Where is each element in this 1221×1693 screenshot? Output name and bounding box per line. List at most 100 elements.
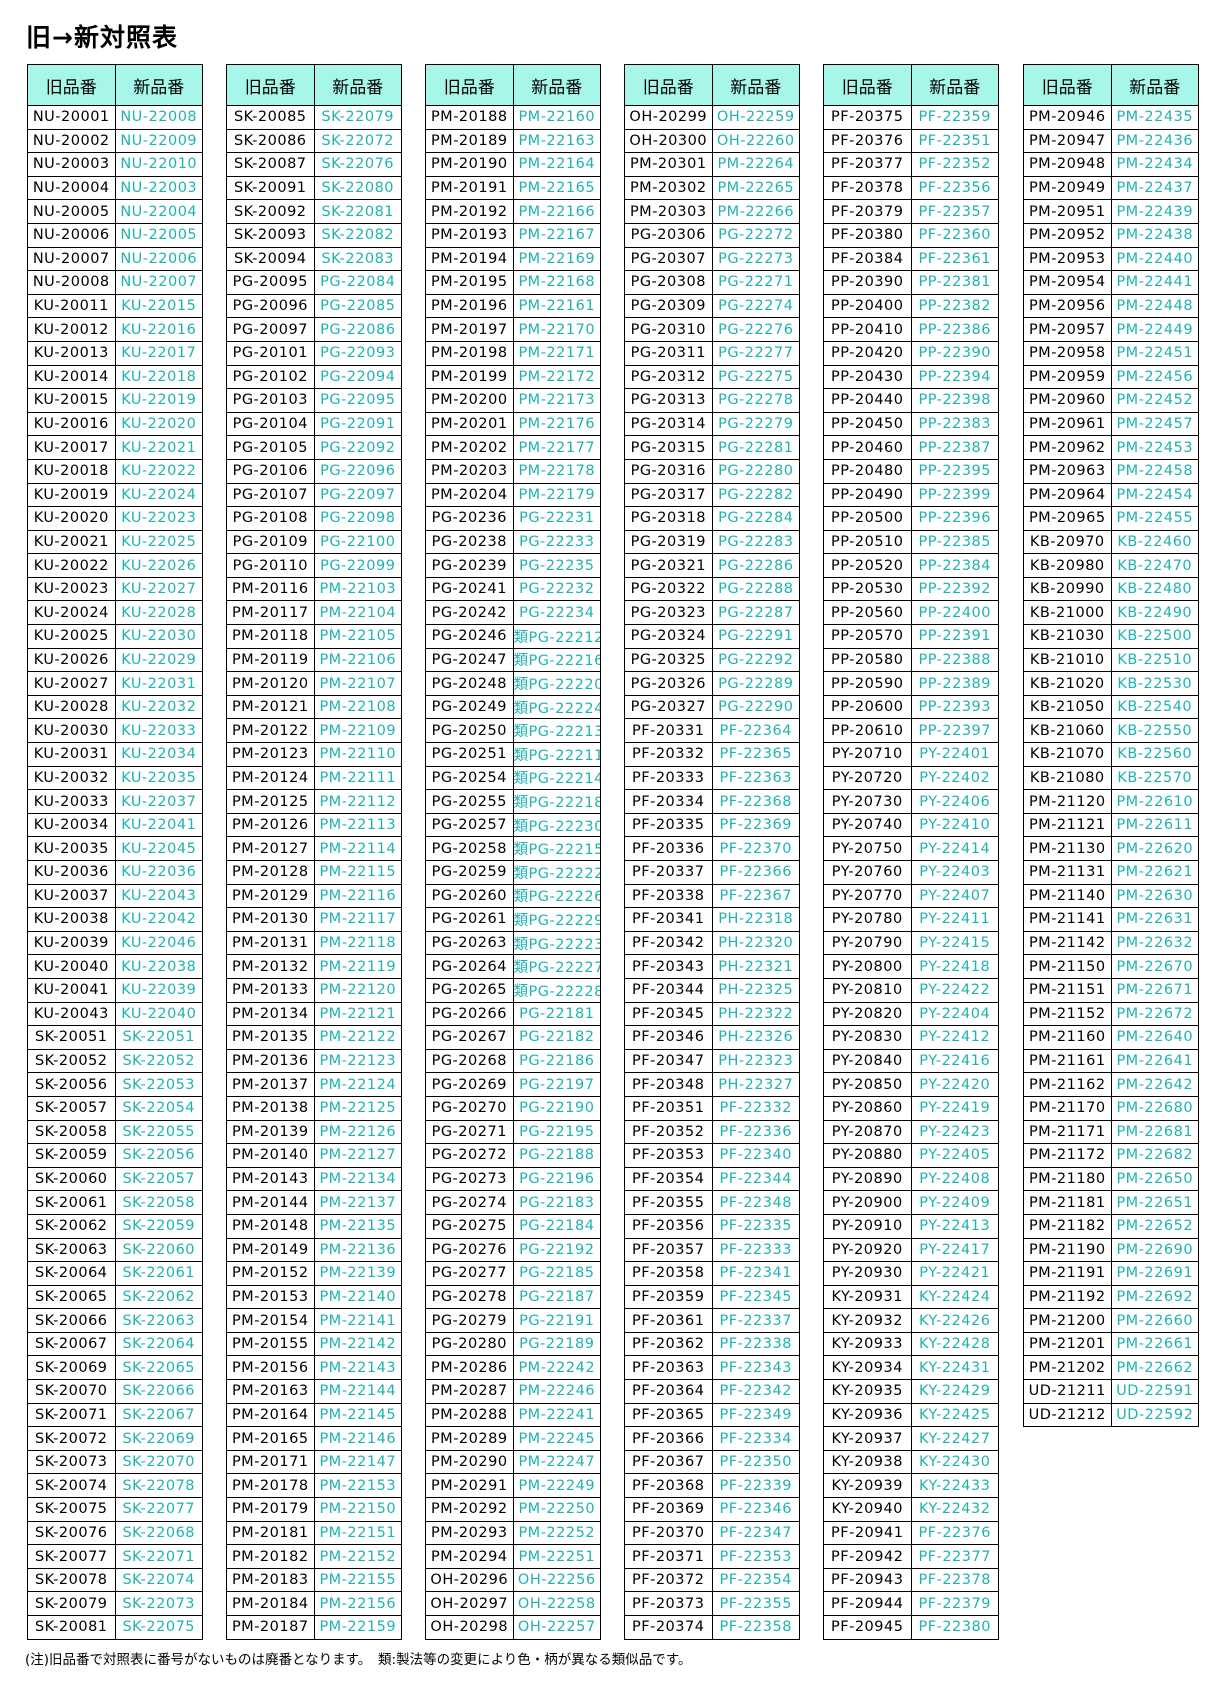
new-number: 類PG-22211 xyxy=(512,742,601,767)
new-number: PM-22631 xyxy=(1110,907,1199,932)
new-number: PM-22114 xyxy=(313,836,402,861)
new-number: PF-22344 xyxy=(711,1166,800,1192)
new-number: PM-22124 xyxy=(313,1072,402,1097)
new-number: PM-22448 xyxy=(1110,293,1199,319)
old-number: PG-20263 xyxy=(425,930,514,956)
table-row: PM-20201 PM-22176 xyxy=(425,411,601,437)
new-number: PG-22288 xyxy=(711,576,800,602)
old-number: PP-20490 xyxy=(823,482,912,508)
old-number: PF-20367 xyxy=(624,1449,713,1475)
new-number: KY-22427 xyxy=(910,1426,999,1451)
new-number: PM-22692 xyxy=(1110,1284,1199,1310)
new-number-header: 新品番 xyxy=(313,64,402,106)
old-number: PF-20345 xyxy=(624,1001,713,1027)
new-number: KU-22027 xyxy=(114,576,203,602)
new-number: PG-22235 xyxy=(512,553,601,578)
table-row: PG-20269 PG-22197 xyxy=(425,1072,601,1097)
table-row: PG-20325 PG-22292 xyxy=(624,647,800,673)
new-number: PF-22336 xyxy=(711,1119,800,1145)
table-row: PY-20770 PY-22407 xyxy=(823,883,999,909)
new-number: PM-22115 xyxy=(313,860,402,885)
table-row: PG-20308 PG-22271 xyxy=(624,270,800,295)
table-row: KY-20940 KY-22432 xyxy=(823,1497,999,1522)
new-number: PY-22423 xyxy=(910,1119,999,1145)
new-number: PG-22186 xyxy=(512,1048,601,1074)
new-number: PG-22282 xyxy=(711,482,800,508)
old-number: PF-20944 xyxy=(823,1591,912,1616)
table-row: PM-20959 PM-22456 xyxy=(1023,364,1199,390)
table-row: PG-20266 PG-22181 xyxy=(425,1001,601,1027)
table-row: PG-20095 PG-22084 xyxy=(226,270,402,295)
table-row: KB-21010 KB-22510 xyxy=(1023,647,1199,673)
table-row: PF-20338 PF-22367 xyxy=(624,883,800,909)
table-row: PM-20203 PM-22178 xyxy=(425,458,601,484)
new-number: PF-22341 xyxy=(711,1261,800,1286)
old-number: KU-20041 xyxy=(27,977,116,1003)
table-row: PM-20118 PM-22105 xyxy=(226,624,402,649)
table-row: PM-20182 PM-22152 xyxy=(226,1544,402,1569)
conversion-table: 旧品番 新品番 PM-20946 PM-22435 PM-20947 PM-22436 PM… xyxy=(1023,64,1199,1428)
old-number: OH-20296 xyxy=(425,1567,514,1593)
old-number: KU-20022 xyxy=(27,553,116,578)
old-number: KU-20024 xyxy=(27,600,116,626)
new-number: PM-22161 xyxy=(512,293,601,319)
table-row: PM-20152 PM-22139 xyxy=(226,1261,402,1286)
table-row: PF-20370 PF-22347 xyxy=(624,1520,800,1546)
table-row: PM-21192 PM-22692 xyxy=(1023,1284,1199,1310)
table-row: PM-20294 PM-22251 xyxy=(425,1544,601,1569)
new-number: PY-22415 xyxy=(910,930,999,956)
new-number: PM-22119 xyxy=(313,954,402,979)
new-number: PM-22122 xyxy=(313,1025,402,1050)
new-number: SK-22079 xyxy=(313,105,402,130)
new-number: KB-22560 xyxy=(1110,742,1199,767)
table-row: KB-21060 KB-22550 xyxy=(1023,718,1199,744)
new-number: PM-22437 xyxy=(1110,175,1199,201)
table-row: PM-20193 PM-22167 xyxy=(425,222,601,248)
new-number: KU-22015 xyxy=(114,293,203,319)
header-row: 旧品番 新品番 xyxy=(27,64,203,106)
new-number: PM-22105 xyxy=(313,624,402,649)
old-number: PM-20290 xyxy=(425,1449,514,1475)
old-number: PG-20326 xyxy=(624,671,713,696)
old-number: PM-20178 xyxy=(226,1473,315,1499)
table-row: PM-20179 PM-22150 xyxy=(226,1497,402,1522)
old-number: PG-20242 xyxy=(425,600,514,626)
old-number: PF-20332 xyxy=(624,742,713,767)
old-number: KB-21000 xyxy=(1023,600,1112,626)
table-row: PG-20278 PG-22187 xyxy=(425,1284,601,1310)
new-number: PM-22155 xyxy=(313,1567,402,1593)
table-row: UD-21211 UD-22591 xyxy=(1023,1379,1199,1404)
table-row: PM-20181 PM-22151 xyxy=(226,1520,402,1546)
new-number: PG-22278 xyxy=(711,388,800,413)
old-number: PY-20870 xyxy=(823,1119,912,1145)
old-number: KU-20021 xyxy=(27,529,116,555)
old-number: PF-20942 xyxy=(823,1544,912,1569)
new-number: PM-22123 xyxy=(313,1048,402,1074)
new-number: PM-22146 xyxy=(313,1426,402,1451)
old-number: PM-20116 xyxy=(226,576,315,602)
old-number: PG-20249 xyxy=(425,694,514,720)
old-number: NU-20007 xyxy=(27,246,116,272)
table-row: PM-20164 PM-22145 xyxy=(226,1402,402,1428)
old-number: PM-21140 xyxy=(1023,883,1112,909)
old-number: KU-20020 xyxy=(27,506,116,531)
old-number: PM-21150 xyxy=(1023,954,1112,979)
old-number: KU-20031 xyxy=(27,742,116,767)
new-number: KY-22429 xyxy=(910,1379,999,1404)
table-row: SK-20066 SK-22063 xyxy=(27,1308,203,1333)
table-row: PG-20277 PG-22185 xyxy=(425,1261,601,1286)
table-row: PP-20410 PP-22386 xyxy=(823,317,999,342)
new-number: PG-22280 xyxy=(711,458,800,484)
table-row: PF-20335 PF-22369 xyxy=(624,812,800,838)
new-number: PM-22642 xyxy=(1110,1072,1199,1097)
new-number: KU-22045 xyxy=(114,836,203,861)
new-number: PF-22363 xyxy=(711,765,800,791)
table-row: PF-20337 PF-22366 xyxy=(624,860,800,885)
new-number: PM-22441 xyxy=(1110,270,1199,295)
old-number: PG-20102 xyxy=(226,364,315,390)
table-row: PG-20106 PG-22096 xyxy=(226,458,402,484)
new-number: SK-22069 xyxy=(114,1426,203,1451)
old-number: PG-20110 xyxy=(226,553,315,578)
old-number: PM-21120 xyxy=(1023,789,1112,814)
old-number: PM-21160 xyxy=(1023,1025,1112,1050)
